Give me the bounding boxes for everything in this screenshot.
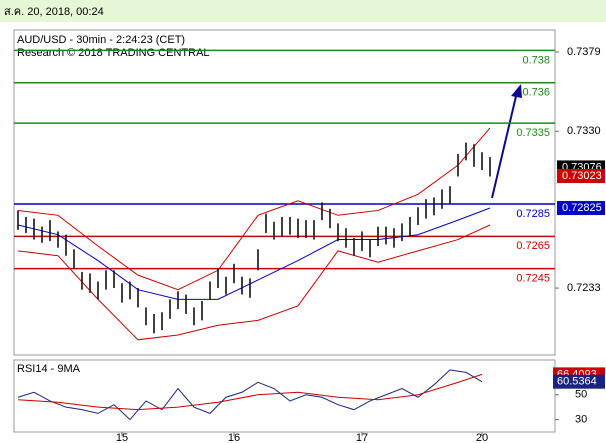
rsi-marker-label: 60.5364: [557, 376, 597, 388]
rsi-ma-line: [17, 373, 483, 411]
chart-title: AUD/USD - 30min - 2:24:23 (CET): [17, 34, 185, 46]
x-tick-label: 20: [476, 432, 488, 443]
forecast-arrow: [491, 91, 518, 199]
price-marker-label: 0.73023: [562, 170, 602, 182]
y-tick-label: 0.7233: [567, 282, 601, 294]
level-label: 0.7265: [516, 240, 550, 252]
rsi-line: [17, 369, 483, 421]
level-label: 0.7245: [516, 273, 550, 285]
top-bar: [0, 0, 606, 22]
y-tick-label: 30: [575, 413, 587, 425]
rsi-marker: [553, 374, 605, 389]
arrow-head: [511, 84, 522, 98]
level-label: 0.736: [522, 87, 550, 99]
level-label: 0.738: [522, 54, 550, 66]
rsi-title: RSI14 - 9MA: [17, 363, 81, 375]
chart-subtitle: Research © 2018 TRADING CENTRAL: [17, 47, 210, 59]
price-marker: [557, 201, 605, 216]
price-marker-label: 0.72825: [562, 202, 602, 214]
x-tick-label: 17: [356, 432, 368, 443]
price-marker: [557, 169, 605, 184]
y-tick-label: 50: [575, 389, 587, 401]
x-tick-label: 15: [116, 432, 128, 443]
y-tick-label: 0.7379: [567, 46, 601, 58]
band-line: [17, 127, 491, 291]
level-label: 0.7335: [516, 127, 550, 139]
main-panel: [13, 29, 556, 356]
band-line: [17, 207, 491, 300]
timestamp: ส.ค. 20, 2018, 00:24: [4, 6, 104, 18]
y-tick-label: 0.7330: [567, 125, 601, 137]
rsi-panel: [13, 359, 556, 433]
level-label: 0.7285: [516, 208, 550, 220]
x-tick-label: 16: [228, 432, 240, 443]
